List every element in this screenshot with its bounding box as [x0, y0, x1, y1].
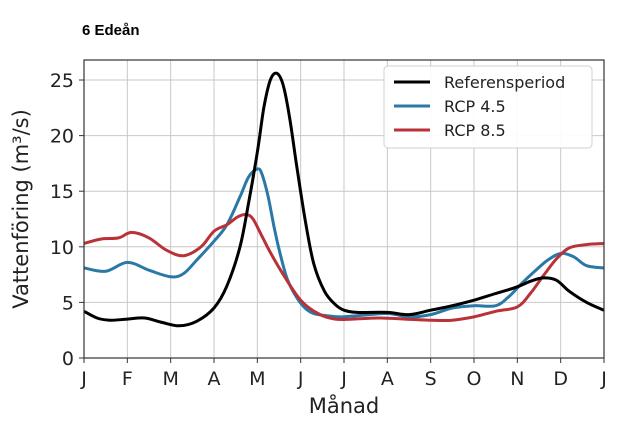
legend-label: RCP 8.5 [444, 121, 506, 140]
x-tick-label: N [510, 368, 524, 390]
x-tick-label: J [297, 368, 304, 390]
legend-label: RCP 4.5 [444, 97, 506, 116]
y-tick-label: 0 [62, 348, 74, 370]
legend-box [383, 65, 593, 149]
x-tick-label: M [249, 368, 265, 390]
y-tick-label: 10 [50, 237, 74, 259]
x-tick-label: J [80, 368, 87, 390]
y-tick-label: 20 [50, 126, 74, 148]
x-tick-label: J [600, 368, 607, 390]
y-tick-label: 15 [50, 181, 74, 203]
y-tick-label: 25 [50, 70, 74, 92]
y-axis-label: Vattenföring (m³/s) [9, 109, 33, 309]
series-lines [83, 71, 605, 328]
x-axis-label: Månad [309, 393, 380, 418]
page-title: 6 Edeån [82, 22, 140, 39]
x-tick-label: O [467, 368, 482, 390]
series-line-rcp-8-5 [83, 213, 605, 323]
x-tick-label: S [425, 368, 437, 390]
y-tick-label: 5 [62, 292, 74, 314]
legend-label: Referensperiod [444, 73, 565, 92]
x-tick-label: A [208, 368, 221, 390]
x-tick-label: A [381, 368, 394, 390]
x-tick-label: J [340, 368, 347, 390]
legend: Referensperiod RCP 4.5 RCP 8.5 [383, 65, 593, 149]
x-tick-label: F [122, 368, 133, 390]
x-tick-label: D [553, 368, 568, 390]
axes [79, 59, 605, 363]
x-tick-label: M [162, 368, 178, 390]
series-line-referensperiod [83, 71, 605, 328]
